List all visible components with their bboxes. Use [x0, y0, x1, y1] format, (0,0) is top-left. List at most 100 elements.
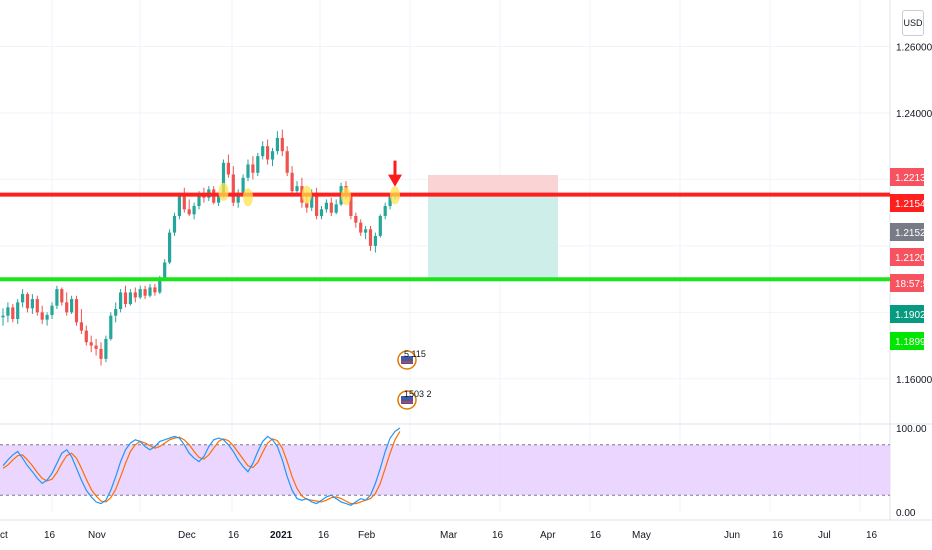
candle — [226, 154, 230, 178]
candle-body — [70, 299, 74, 313]
time-tick-label: Mar — [440, 530, 458, 541]
candle-body — [275, 137, 279, 152]
candle-body — [65, 302, 69, 313]
candle-body — [295, 186, 299, 192]
candle-body — [266, 146, 270, 160]
time-tick-label: 16 — [492, 530, 504, 541]
time-tick-label: Apr — [540, 530, 556, 541]
stop-loss-zone — [428, 174, 558, 195]
candle — [35, 295, 39, 316]
price-tag-box — [890, 274, 924, 292]
candle — [163, 259, 167, 280]
stochastic-k-line — [2, 427, 401, 506]
chart-markers: 5 115 1503 2 — [218, 160, 432, 410]
candle — [16, 299, 20, 324]
candle-body — [354, 215, 358, 223]
candle-body — [99, 348, 103, 359]
candle-body — [158, 277, 162, 293]
candle-body — [133, 292, 137, 298]
candle — [280, 129, 284, 157]
candle — [275, 131, 279, 155]
price-tag-label: 18:57:50 — [895, 279, 932, 290]
candle-body — [138, 289, 142, 298]
candle-body — [11, 307, 15, 319]
candle — [40, 305, 44, 324]
candle — [143, 285, 147, 300]
time-tick-label: Dec — [178, 530, 196, 541]
candle-body — [35, 299, 39, 313]
economic-event-marker: 1503 2 — [397, 389, 432, 410]
time-axis[interactable]: ct 16 Nov Dec 16 2021 16 Feb Mar 16 Apr 16 May Jun 16 J… — [0, 530, 878, 541]
candle-body — [329, 202, 333, 213]
candle-body — [182, 196, 186, 210]
time-tick-label: 16 — [590, 530, 602, 541]
price-axis[interactable]: 1.26000 1.24000 1.16000 1.22134 1.21544 1.215… — [890, 43, 932, 519]
candle — [378, 214, 382, 238]
time-tick-label: Jun — [724, 530, 740, 541]
touch-highlight — [218, 182, 229, 201]
candle-body — [114, 309, 118, 316]
price-tag-box — [890, 194, 924, 212]
candle-body — [74, 299, 79, 323]
candle — [114, 302, 118, 323]
candle — [192, 202, 196, 220]
horizontal-levels[interactable] — [0, 192, 890, 282]
price-tag: 1.22134 — [890, 168, 932, 186]
currency-button[interactable]: USD — [902, 10, 924, 36]
candle-body — [388, 196, 392, 207]
price-tag: 1.18997 — [890, 332, 932, 350]
time-tick-label: Feb — [358, 530, 376, 541]
candle-body — [280, 137, 284, 152]
position-zones — [428, 174, 558, 280]
candle — [266, 139, 270, 165]
price-tag-label: 1.22134 — [895, 173, 932, 184]
candle-body — [383, 206, 387, 216]
candle — [99, 342, 103, 366]
candle-body — [359, 222, 363, 233]
candle-body — [89, 342, 93, 346]
candle-body — [192, 206, 196, 215]
candle-body — [315, 192, 319, 216]
candle — [21, 289, 25, 308]
candle — [364, 225, 368, 240]
candle — [354, 212, 358, 228]
candle — [128, 289, 132, 306]
candle-body — [221, 162, 226, 197]
candle — [251, 156, 255, 180]
candle-body — [79, 322, 83, 331]
candle-body — [226, 162, 230, 175]
price-tag-box — [890, 248, 924, 266]
price-tag-label: 1.21520 — [895, 228, 932, 239]
touch-highlight — [341, 187, 351, 206]
time-tick-label: ct — [0, 530, 8, 541]
candle — [89, 335, 93, 353]
flag-field — [401, 356, 413, 364]
candle-body — [172, 215, 177, 233]
candle-body — [251, 164, 255, 173]
candle-body — [119, 292, 123, 310]
candle-body — [177, 196, 181, 216]
candle-body — [25, 294, 30, 309]
candle-body — [187, 209, 191, 215]
price-tag-box — [890, 305, 924, 323]
candle — [168, 229, 172, 265]
candle — [241, 174, 245, 197]
candle-body — [231, 174, 235, 203]
candle-body — [1, 315, 5, 318]
candle-body — [30, 299, 34, 309]
event-label: 1503 2 — [404, 389, 432, 399]
candle-body — [246, 164, 250, 178]
time-tick-label: 16 — [44, 530, 56, 541]
candle-body — [148, 287, 152, 296]
candle — [315, 187, 319, 220]
candle — [359, 219, 363, 236]
candle-body — [270, 151, 275, 160]
candle — [79, 309, 83, 334]
candle-body — [109, 315, 113, 339]
stochastic-panel — [0, 427, 890, 506]
candle — [109, 312, 113, 341]
price-tick-label: 1.24000 — [896, 109, 932, 120]
candle — [55, 285, 59, 310]
candle-body — [21, 294, 25, 303]
